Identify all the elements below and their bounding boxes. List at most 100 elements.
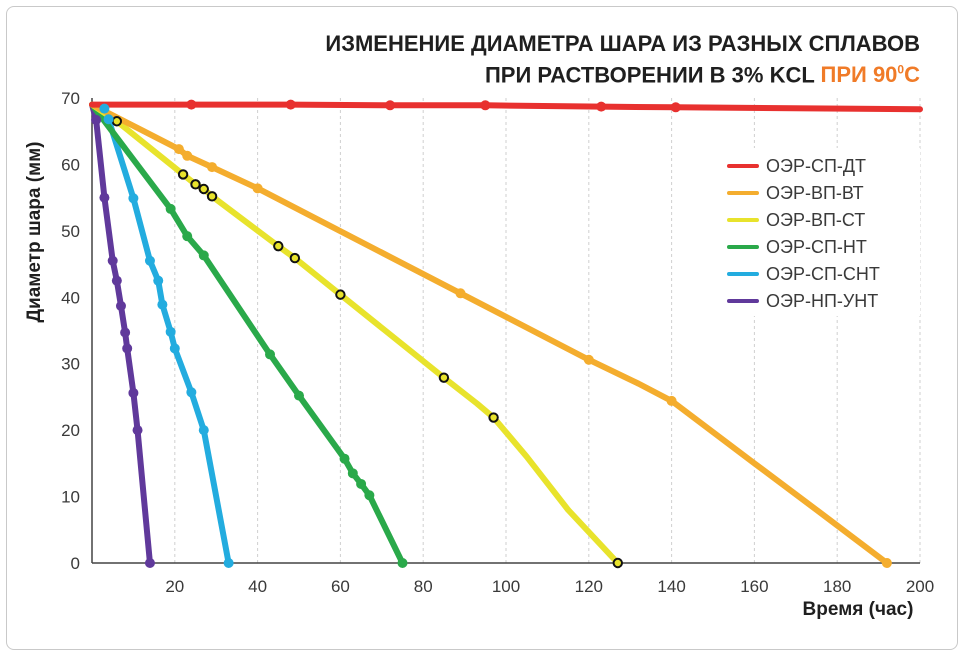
data-point-ОЭР-ВП-СТ: [488, 412, 499, 423]
data-point-ОЭР-СП-СНТ: [157, 299, 168, 310]
y-tick-label: 50: [61, 222, 80, 241]
data-point-ОЭР-ВП-СТ: [612, 557, 623, 569]
data-point-ОЭР-СП-СНТ: [153, 275, 164, 286]
data-point-ОЭР-ВП-СТ: [177, 169, 189, 180]
title-temperature-unit: С: [904, 62, 920, 88]
data-point-ОЭР-СП-СНТ: [169, 343, 180, 354]
data-point-ОЭР-ВП-ВТ: [455, 288, 466, 299]
data-point-ОЭР-СП-СНТ: [103, 114, 114, 125]
data-point-ОЭР-ВП-ВТ: [881, 558, 892, 568]
y-tick-labels: 0 10 20 30 40 50 60 70: [61, 89, 80, 573]
data-point-ОЭР-СП-НТ: [339, 453, 350, 464]
legend-label: ОЭР-ВП-СТ: [766, 210, 865, 230]
series-line-ОЭР-СП-НТ: [89, 101, 406, 566]
data-point-ОЭР-ВП-СТ: [335, 289, 346, 300]
x-tick-label: 200: [906, 577, 934, 596]
data-point-ОЭР-СП-СНТ: [223, 558, 234, 568]
series-line-ОЭР-СП-СНТ: [89, 101, 232, 566]
data-point-ОЭР-СП-НТ: [356, 478, 367, 489]
data-point-ОЭР-ВП-ВТ: [666, 395, 677, 406]
data-point-ОЭР-СП-СНТ: [144, 255, 155, 266]
y-axis-label: Диаметр шара (мм): [24, 142, 45, 323]
data-point-ОЭР-СП-СНТ: [128, 193, 139, 204]
chart-title: ИЗМЕНЕНИЕ ДИАМЕТРА ШАРА ИЗ РАЗНЫХ СПЛАВО…: [325, 30, 920, 88]
data-point-ОЭР-СП-НТ: [182, 231, 193, 242]
data-point-ОЭР-НП-УНТ: [99, 192, 110, 203]
y-tick-label: 60: [61, 155, 80, 174]
data-point-ОЭР-ВП-СТ: [289, 252, 301, 264]
data-point-ОЭР-СП-НТ: [165, 203, 176, 214]
data-point-ОЭР-СП-НТ: [265, 349, 276, 360]
x-tick-label: 160: [740, 577, 768, 596]
data-point-ОЭР-ВП-СТ: [198, 183, 209, 195]
data-point-ОЭР-ВП-ВТ: [173, 144, 184, 155]
chart-border: [6, 6, 958, 650]
legend-label: ОЭР-НП-УНТ: [766, 291, 878, 311]
legend-label: ОЭР-СП-ДТ: [766, 156, 866, 176]
data-point-ОЭР-ВП-СТ: [206, 191, 218, 202]
data-point-ОЭР-СП-СНТ: [99, 103, 110, 114]
data-point-ОЭР-СП-СНТ: [198, 425, 209, 436]
x-tick-label: 100: [492, 577, 520, 596]
series-line-ОЭР-СП-ДТ: [89, 101, 923, 113]
data-point-ОЭР-СП-ДТ: [480, 100, 491, 111]
title-line-2: ПРИ РАСТВОРЕНИИ В 3% KCL ПРИ 900С: [325, 57, 920, 88]
data-point-ОЭР-ВП-ВТ: [207, 162, 218, 173]
y-tick-label: 30: [61, 355, 80, 374]
x-tick-label: 20: [165, 577, 184, 596]
legend-label: ОЭР-СП-НТ: [766, 237, 867, 257]
y-tick-label: 40: [61, 288, 80, 307]
data-point-ОЭР-СП-СНТ: [165, 326, 176, 337]
data-point-ОЭР-ВП-СТ: [190, 179, 201, 190]
legend-background: [716, 148, 920, 316]
x-tick-labels: 20 40 60 80 100 120 140 160 180 200: [165, 577, 934, 596]
title-temperature: ПРИ 900С: [821, 62, 920, 87]
data-point-ОЭР-НП-УНТ: [111, 275, 122, 286]
data-point-ОЭР-НП-УНТ: [107, 255, 118, 266]
x-tick-label: 140: [657, 577, 685, 596]
data-point-ОЭР-СП-ДТ: [186, 99, 197, 110]
data-point-ОЭР-СП-ДТ: [596, 101, 607, 112]
data-point-ОЭР-НП-УНТ: [144, 558, 155, 568]
data-point-ОЭР-СП-НТ: [294, 390, 304, 401]
y-tick-label: 10: [61, 488, 80, 507]
data-point-ОЭР-ВП-ВТ: [252, 183, 263, 194]
data-point-ОЭР-НП-УНТ: [132, 425, 143, 436]
legend: ОЭР-СП-ДТ ОЭР-ВП-ВТ ОЭР-ВП-СТ ОЭР-СП-НТ ОЭР-…: [716, 148, 920, 316]
data-point-ОЭР-СП-НТ: [397, 558, 408, 568]
title-line-2-main: ПРИ РАСТВОРЕНИИ В 3% KCL: [484, 62, 821, 88]
data-point-ОЭР-СП-НТ: [347, 468, 358, 479]
data-point-ОЭР-ВП-СТ: [111, 116, 123, 127]
legend-label: ОЭР-СП-СНТ: [766, 264, 880, 284]
data-point-ОЭР-ВП-ВТ: [583, 354, 594, 365]
title-line-1: ИЗМЕНЕНИЕ ДИАМЕТРА ШАРА ИЗ РАЗНЫХ СПЛАВО…: [325, 31, 920, 56]
title-temperature-label: ПРИ 90: [820, 62, 898, 88]
y-tick-label: 0: [71, 554, 80, 573]
data-point-ОЭР-НП-УНТ: [128, 387, 139, 398]
data-point-ОЭР-НП-УНТ: [115, 300, 126, 311]
title-degree-mark: 0: [897, 63, 905, 77]
x-tick-label: 40: [248, 577, 267, 596]
data-point-ОЭР-ВП-СТ: [438, 372, 450, 383]
x-tick-label: 180: [823, 577, 851, 596]
data-point-ОЭР-НП-УНТ: [120, 327, 131, 338]
data-point-ОЭР-СП-НТ: [198, 250, 209, 261]
x-tick-label: 120: [575, 577, 603, 596]
data-point-ОЭР-НП-УНТ: [91, 114, 102, 125]
data-point-ОЭР-СП-СНТ: [186, 387, 197, 398]
data-point-ОЭР-ВП-ВТ: [182, 150, 193, 161]
data-point-ОЭР-СП-ДТ: [285, 99, 296, 110]
legend-label: ОЭР-ВП-ВТ: [766, 183, 864, 203]
data-point-ОЭР-НП-УНТ: [122, 343, 133, 354]
y-tick-label: 70: [61, 89, 80, 108]
data-point-ОЭР-СП-ДТ: [670, 102, 681, 113]
x-axis-label: Время (час): [803, 599, 914, 620]
data-point-ОЭР-СП-НТ: [364, 490, 375, 501]
data-point-ОЭР-ВП-СТ: [273, 240, 284, 252]
x-tick-label: 80: [414, 577, 433, 596]
data-point-ОЭР-СП-ДТ: [385, 100, 396, 111]
series-markers: [91, 99, 892, 569]
x-tick-label: 60: [331, 577, 350, 596]
